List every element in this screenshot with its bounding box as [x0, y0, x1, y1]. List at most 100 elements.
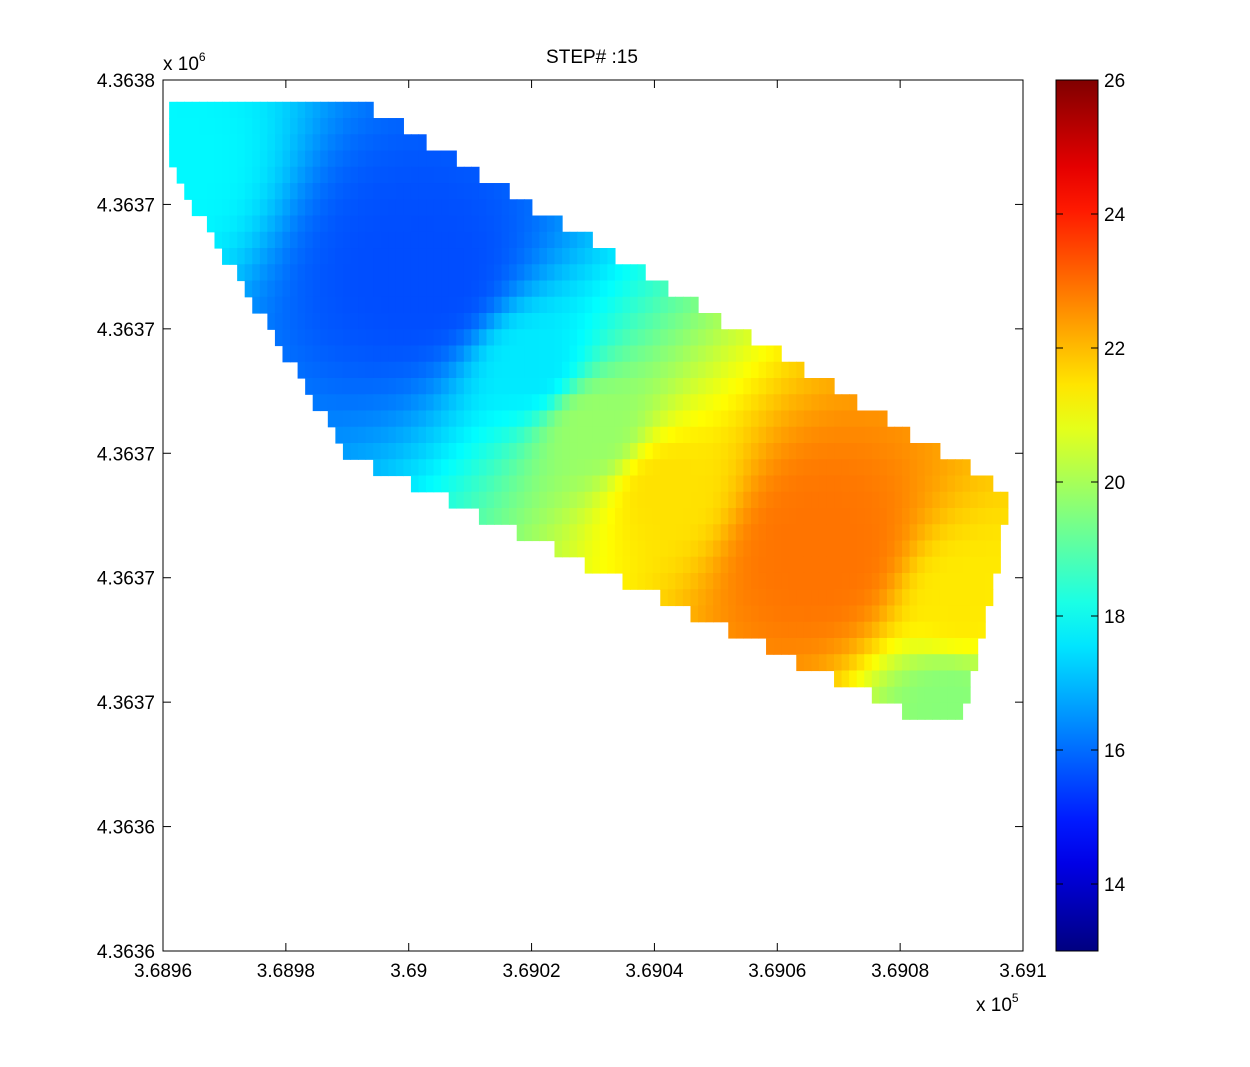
heatmap-cell — [403, 296, 412, 314]
heatmap-cell — [388, 215, 397, 233]
heatmap-cell — [698, 394, 707, 412]
heatmap-cell — [713, 507, 722, 525]
heatmap-cell — [229, 150, 238, 168]
heatmap-cell — [320, 118, 329, 135]
heatmap-cell — [305, 215, 314, 233]
heatmap-cell — [834, 589, 843, 607]
heatmap-cell — [864, 637, 873, 655]
heatmap-cell — [252, 150, 261, 168]
heatmap-cell — [758, 621, 767, 639]
heatmap-cell — [471, 410, 480, 428]
heatmap-cell — [259, 296, 268, 314]
heatmap-cell — [214, 215, 223, 233]
heatmap-cell — [282, 118, 291, 135]
heatmap-cell — [350, 442, 359, 460]
heatmap-cell — [282, 215, 291, 233]
heatmap-cell — [516, 410, 525, 428]
y-axis: 4.36364.36364.36374.36374.36374.36374.36… — [97, 71, 1023, 963]
heatmap-cell — [849, 524, 858, 542]
heatmap-cell — [373, 231, 382, 249]
heatmap-cell — [766, 507, 775, 525]
heatmap-cell — [486, 377, 495, 395]
heatmap-cell — [305, 280, 314, 298]
heatmap-cell — [410, 475, 420, 493]
heatmap-cell — [456, 329, 465, 347]
heatmap-cell — [796, 621, 805, 639]
heatmap-cell — [985, 589, 994, 607]
heatmap-cell — [373, 426, 382, 444]
heatmap-cell — [358, 166, 367, 184]
heatmap-cell — [494, 459, 503, 477]
heatmap-cell — [297, 118, 306, 135]
heatmap-cell — [947, 589, 956, 607]
heatmap-cell — [290, 134, 299, 152]
heatmap-cell — [1000, 491, 1009, 509]
heatmap-cell — [448, 150, 457, 168]
heatmap-cell — [426, 459, 435, 477]
heatmap-cell — [327, 166, 336, 184]
heatmap-cell — [365, 248, 374, 265]
heatmap-cell — [720, 589, 729, 607]
heatmap-cell — [388, 248, 397, 265]
heatmap-cell — [267, 231, 276, 249]
heatmap-cell — [350, 361, 359, 379]
heatmap-cell — [569, 459, 578, 477]
heatmap-cell — [856, 556, 865, 574]
heatmap-cell — [456, 166, 465, 184]
heatmap-cell — [826, 556, 835, 574]
heatmap-cell — [282, 150, 291, 168]
heatmap-cell — [358, 377, 367, 395]
heatmap-cell — [456, 410, 465, 428]
heatmap-cell — [924, 637, 933, 655]
heatmap-cell — [788, 589, 797, 607]
heatmap-cell — [358, 313, 367, 330]
heatmap-cell — [433, 329, 442, 347]
heatmap-cell — [720, 329, 729, 347]
heatmap-cell — [834, 524, 843, 542]
heatmap-cell — [652, 361, 661, 379]
heatmap-cell — [796, 475, 805, 493]
heatmap-cell — [524, 491, 533, 509]
heatmap-cell — [562, 475, 571, 493]
heatmap-cell — [690, 491, 699, 509]
heatmap-cell — [977, 507, 986, 525]
heatmap-cell — [448, 264, 457, 282]
heatmap-cell — [886, 556, 896, 574]
heatmap-cell — [282, 280, 291, 298]
heatmap-cell — [705, 589, 714, 607]
heatmap-cell — [811, 556, 820, 574]
heatmap-cell — [494, 313, 503, 330]
heatmap-cell — [645, 442, 654, 460]
heatmap-cell — [818, 572, 828, 590]
heatmap-cell — [441, 442, 450, 460]
heatmap-cell — [358, 134, 367, 152]
heatmap-cell — [327, 313, 336, 330]
heatmap-cell — [781, 507, 790, 525]
heatmap-cell — [750, 540, 760, 558]
heatmap-cell — [327, 183, 336, 200]
heatmap-cell — [796, 442, 805, 460]
heatmap-cell — [932, 572, 941, 590]
heatmap-cell — [358, 264, 367, 282]
heatmap-cell — [350, 166, 359, 184]
heatmap-cell — [350, 410, 359, 428]
heatmap-cell — [395, 166, 404, 184]
heatmap-cell — [358, 426, 367, 444]
heatmap-cell — [977, 589, 986, 607]
heatmap-cell — [690, 556, 699, 574]
heatmap-cell — [645, 394, 654, 412]
heatmap-cell — [297, 280, 306, 298]
heatmap-cell — [471, 491, 480, 509]
heatmap-cell — [206, 166, 216, 184]
heatmap-cell — [766, 394, 775, 412]
y-tick: 4.3637 — [97, 444, 1023, 465]
x-tick: 3.6896 — [134, 80, 192, 982]
heatmap-cell — [373, 215, 382, 233]
heatmap-cell — [781, 377, 790, 395]
heatmap-cell — [773, 459, 782, 477]
heatmap-cell — [592, 475, 601, 493]
heatmap-cell — [546, 410, 556, 428]
heatmap-cell — [531, 507, 540, 525]
heatmap-cell — [675, 491, 684, 509]
heatmap-cell — [720, 361, 729, 379]
